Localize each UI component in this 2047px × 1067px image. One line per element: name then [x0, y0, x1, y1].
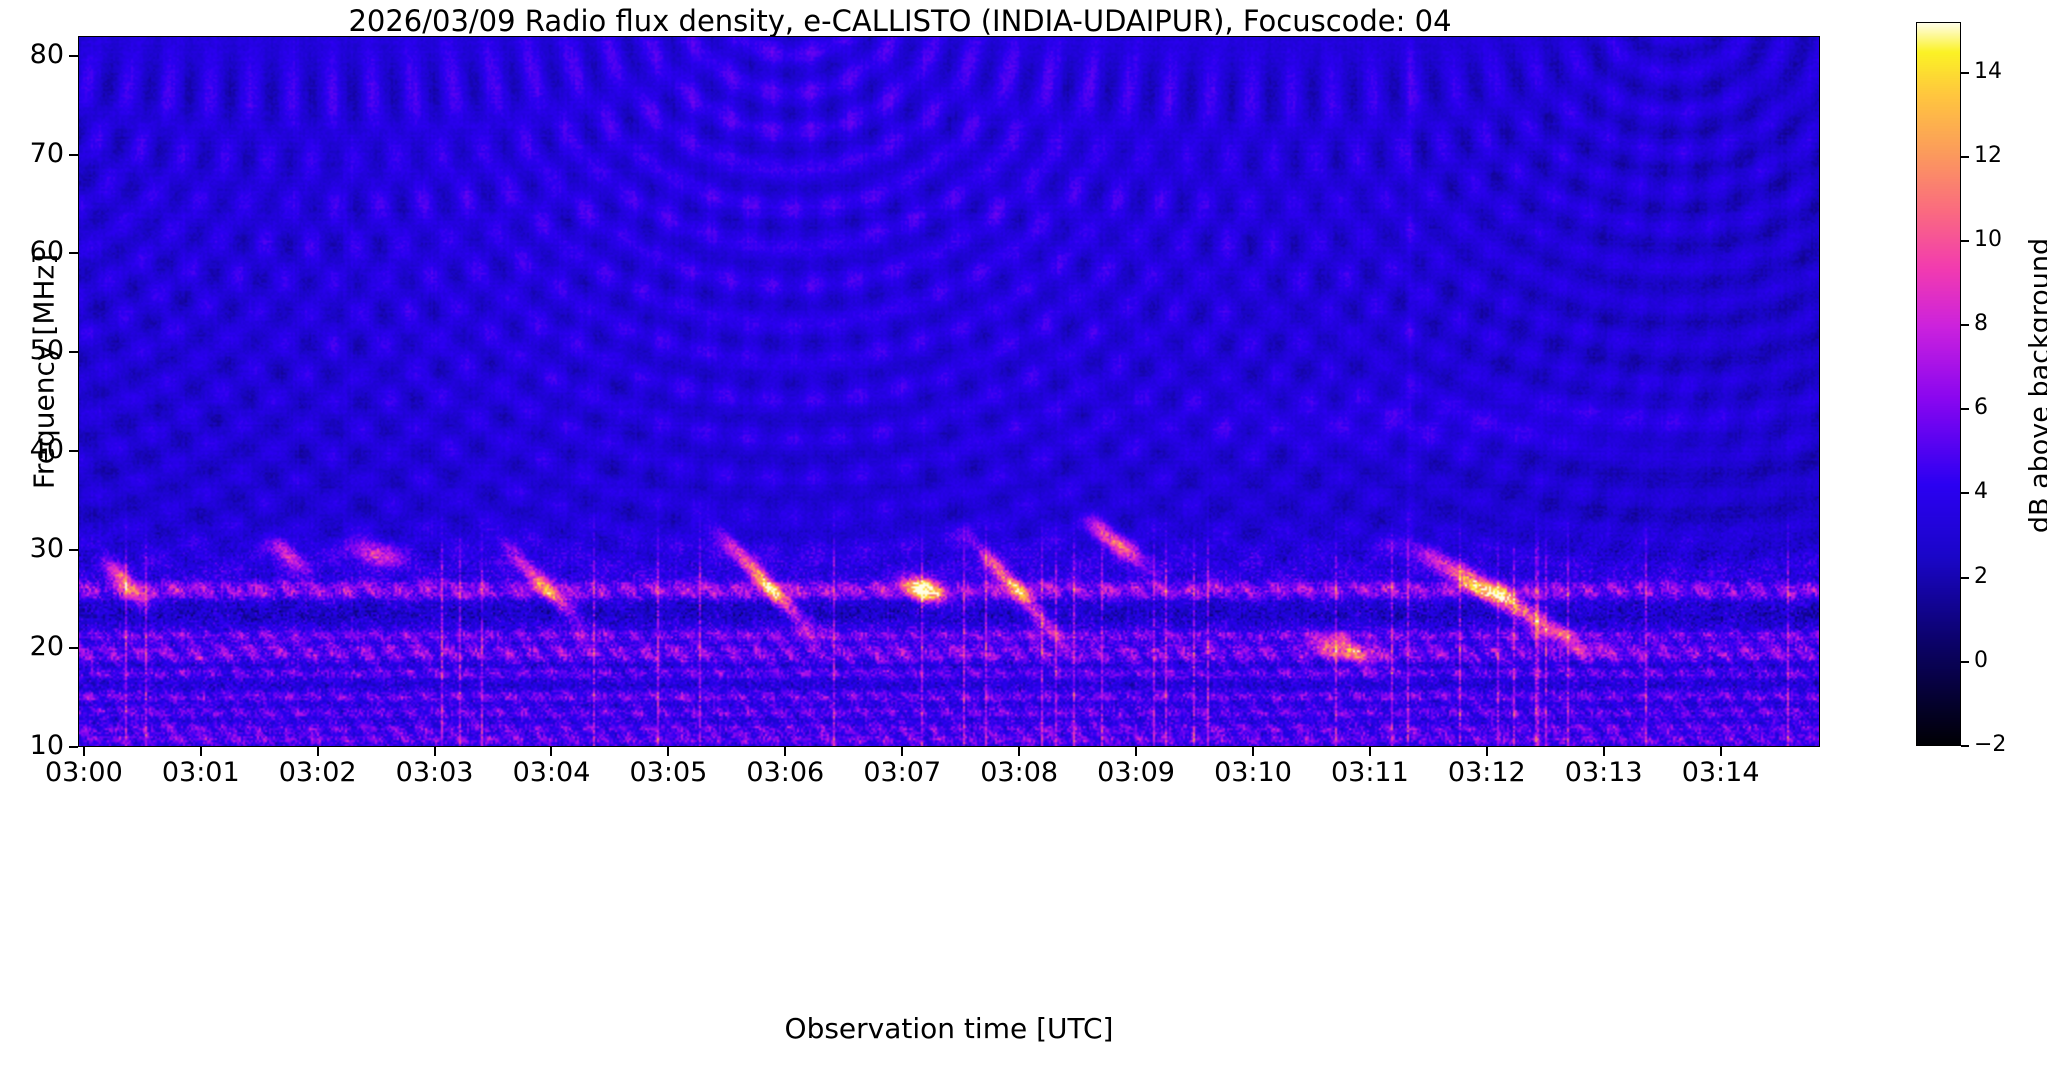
x-tick-label: 03:14: [1681, 757, 1760, 788]
y-tick-mark: [69, 548, 78, 551]
x-tick-mark: [1719, 747, 1722, 756]
y-tick-label: 50: [29, 335, 64, 366]
x-tick-mark: [1368, 747, 1371, 756]
x-tick-label: 03:11: [1330, 757, 1409, 788]
x-tick-mark: [1251, 747, 1254, 756]
x-tick-label: 03:08: [980, 757, 1059, 788]
colorbar-tick-mark: [1961, 239, 1969, 242]
x-tick-label: 03:00: [44, 757, 123, 788]
spectrogram-axes[interactable]: [78, 36, 1820, 747]
colorbar-tick-label: 0: [1974, 647, 1988, 673]
x-tick-label: 03:02: [278, 757, 357, 788]
y-tick-mark: [69, 153, 78, 156]
colorbar[interactable]: [1916, 22, 1961, 746]
colorbar-tick-mark: [1961, 745, 1969, 747]
x-tick-mark: [667, 747, 670, 756]
y-tick-mark: [69, 746, 78, 748]
colorbar-tick-mark: [1961, 155, 1969, 158]
colorbar-tick-mark: [1961, 660, 1969, 663]
x-tick-label: 03:10: [1214, 757, 1292, 788]
x-axis-label: Observation time [UTC]: [784, 1012, 1114, 1045]
x-tick-mark: [1018, 747, 1021, 756]
colorbar-label: dB above background: [2024, 237, 2047, 534]
x-tick-label: 03:05: [629, 757, 708, 788]
y-tick-label: 20: [29, 631, 64, 663]
x-axis: 03:00 03:01 03:02 03:03 03:04 03:05 03:06 03:07…: [45, 747, 1820, 807]
x-tick-label: 03:03: [395, 757, 474, 788]
x-tick-label: 03:04: [512, 757, 591, 788]
x-tick-mark: [433, 747, 436, 756]
x-tick-mark: [1135, 747, 1138, 756]
colorbar-tick-label: −2: [1974, 732, 2007, 757]
y-tick-label: 10: [29, 730, 64, 761]
x-tick-mark: [550, 747, 553, 756]
x-tick-mark: [784, 747, 787, 756]
colorbar-tick-label: 10: [1974, 226, 2002, 252]
colorbar-tick-mark: [1961, 71, 1969, 74]
y-tick-label: 80: [29, 38, 64, 70]
x-tick-label: 03:12: [1447, 757, 1526, 788]
x-tick-mark: [82, 747, 85, 756]
colorbar-tick-mark: [1961, 324, 1969, 327]
colorbar-tick-label: 14: [1974, 58, 2002, 84]
x-tick-mark: [901, 747, 904, 756]
colorbar-tick-label: 4: [1974, 479, 1988, 505]
colorbar-tick-mark: [1961, 576, 1969, 579]
y-tick-mark: [69, 252, 78, 255]
chart-title: 2026/03/09 Radio flux density, e-CALLIST…: [348, 4, 1452, 38]
x-tick-label: 03:06: [746, 757, 825, 788]
y-tick-label: 30: [29, 532, 64, 564]
colorbar-tick-mark: [1961, 408, 1969, 411]
x-tick-label: 03:01: [161, 757, 240, 788]
y-tick-mark: [69, 449, 78, 452]
x-tick-mark: [316, 747, 319, 756]
spectrogram-image: [79, 37, 1819, 746]
colorbar-ticks: −2 0 2 4 6 8 10 12 14: [1961, 22, 2047, 757]
colorbar-tick-label: 8: [1974, 311, 1988, 337]
y-tick-mark: [69, 54, 78, 57]
colorbar-tick-label: 2: [1974, 563, 1988, 589]
colorbar-tick-label: 12: [1974, 142, 2002, 168]
y-tick-label: 60: [29, 236, 64, 268]
y-tick-mark: [69, 351, 78, 353]
x-tick-mark: [1485, 747, 1488, 756]
x-tick-label: 03:07: [863, 757, 942, 788]
y-tick-label: 70: [29, 137, 64, 169]
colorbar-tick-mark: [1961, 492, 1969, 495]
x-tick-mark: [1602, 747, 1605, 756]
x-tick-label: 03:09: [1097, 757, 1175, 788]
x-tick-mark: [199, 747, 202, 756]
y-tick-mark: [69, 647, 78, 650]
colorbar-gradient: [1917, 23, 1960, 745]
y-tick-label: 40: [29, 433, 64, 465]
colorbar-tick-label: 6: [1974, 395, 1988, 421]
x-tick-label: 03:13: [1564, 757, 1643, 788]
y-axis: 80 70 60 50 40 30 20 10: [0, 36, 78, 760]
y-axis-label: Frequency [MHz]: [27, 253, 61, 490]
